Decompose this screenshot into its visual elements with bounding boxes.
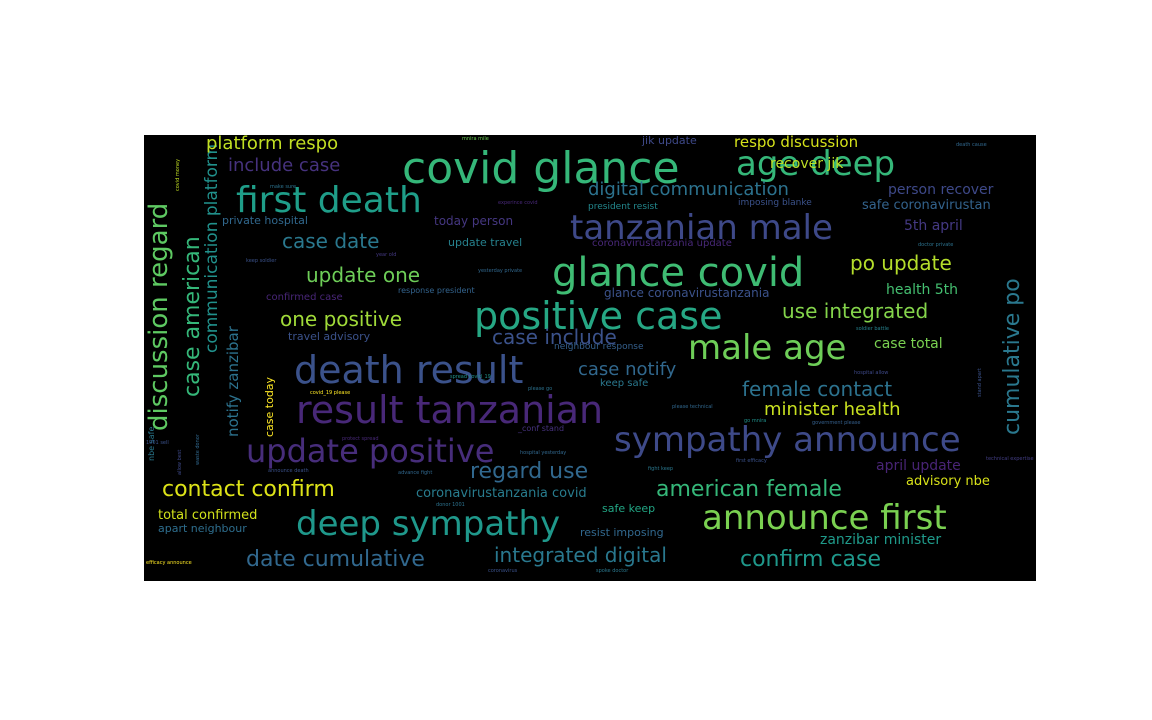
- word: first efficacy: [736, 458, 767, 464]
- word: regard use: [470, 459, 589, 484]
- word: age deep: [736, 144, 896, 184]
- word: apart neighbour: [158, 522, 247, 535]
- word: efficacy announce: [146, 560, 192, 566]
- word: total confirmed: [158, 508, 258, 523]
- word: person recover: [888, 182, 994, 198]
- word: advance fight: [398, 470, 433, 476]
- word: stand apart: [977, 368, 983, 397]
- word: first death: [236, 180, 422, 221]
- word: resist imposing: [580, 526, 664, 539]
- word: integrated digital: [494, 543, 667, 567]
- word: coronavirustanzania update: [592, 238, 732, 249]
- word: announce death: [268, 468, 309, 474]
- word: advisory nbe: [906, 474, 990, 489]
- word: update travel: [448, 236, 523, 249]
- word: tanzanian male: [570, 208, 833, 248]
- word: case today: [263, 376, 276, 437]
- word: 5th april: [904, 218, 963, 234]
- word: 1001 sell: [146, 440, 169, 446]
- word: fight keep: [648, 466, 674, 472]
- word: communication platform: [202, 143, 222, 353]
- word: hospital allow: [854, 370, 889, 376]
- word: female contact: [742, 377, 893, 401]
- word: case date: [282, 229, 380, 253]
- word: digital communication: [588, 179, 789, 200]
- word: waste donor: [195, 434, 201, 465]
- word: spread covid_19: [450, 374, 491, 380]
- word: april update: [876, 458, 961, 474]
- word: go mnira: [744, 418, 767, 424]
- word: zanzibar minister: [820, 532, 942, 548]
- word: please technical: [672, 404, 713, 410]
- word: case american: [180, 236, 205, 397]
- word: confirmed case: [266, 292, 343, 303]
- word: result tanzanian: [296, 388, 604, 432]
- word: allow best: [177, 449, 183, 475]
- word: response president: [398, 286, 475, 295]
- word: mnira mile: [462, 136, 489, 142]
- word: case notify: [578, 359, 677, 380]
- word: discussion regard: [144, 202, 174, 431]
- word: health 5th: [886, 282, 959, 298]
- word: hospital yesterday: [520, 450, 567, 456]
- word: death cause: [956, 142, 987, 148]
- word: protect spread: [342, 436, 379, 442]
- word: glance covid: [552, 250, 805, 296]
- word: platform respo: [206, 135, 339, 154]
- word: experince covid: [498, 200, 538, 206]
- word: contact confirm: [162, 477, 335, 502]
- word: year old: [376, 252, 397, 258]
- word: update one: [306, 263, 421, 287]
- word: donor 1001: [436, 502, 465, 508]
- word: please go: [528, 386, 553, 392]
- word: technical expertise: [986, 456, 1034, 462]
- word: respo discussion: [734, 135, 859, 151]
- word: travel advisory: [288, 330, 371, 343]
- word: coronavirus: [488, 568, 518, 574]
- word: minister health: [764, 399, 901, 420]
- word-cloud: covid glance first death tanzanian male …: [144, 135, 1036, 581]
- word: covid glance: [402, 143, 680, 194]
- word: confirm case: [740, 547, 882, 572]
- word: doctor private: [918, 242, 954, 248]
- word: neighbour response: [554, 342, 644, 352]
- word: include case: [228, 155, 341, 176]
- word: case total: [874, 336, 943, 352]
- word: death result: [294, 348, 524, 392]
- word: covid money: [175, 158, 181, 191]
- word: male age: [688, 328, 847, 368]
- word: use integrated: [782, 299, 929, 323]
- word: recover jik: [770, 156, 844, 172]
- word: notify zanzibar: [224, 326, 242, 437]
- word: today person: [434, 214, 514, 228]
- word: positive case: [474, 294, 723, 338]
- word: sympathy announce: [614, 420, 961, 460]
- word: _conf stand: [518, 424, 565, 433]
- word: imposing blanke: [738, 198, 812, 208]
- word: government please: [812, 420, 861, 426]
- word: po update: [850, 251, 952, 275]
- word: date cumulative: [246, 547, 425, 572]
- word: one positive: [280, 307, 403, 331]
- word: cumulative po: [1000, 278, 1025, 435]
- word: safe keep: [602, 502, 656, 515]
- word: private hospital: [222, 214, 308, 227]
- word: safe coronavirustan: [862, 198, 991, 213]
- word: keep soldier: [246, 258, 277, 264]
- word: coronavirustanzania covid: [416, 486, 587, 501]
- word: announce first: [702, 498, 947, 538]
- word: make sure: [270, 184, 297, 190]
- word: american female: [656, 477, 842, 502]
- word: keep safe: [600, 378, 649, 389]
- word: glance coronavirustanzania: [604, 286, 770, 300]
- word: yesterday private: [478, 268, 523, 274]
- word: deep sympathy: [296, 504, 561, 544]
- word: spoke doctor: [596, 568, 629, 574]
- word: president resist: [588, 202, 658, 212]
- word: case include: [492, 325, 617, 349]
- word: covid_19 please: [310, 390, 351, 396]
- word: soldier battle: [856, 326, 889, 332]
- word: update positive: [246, 432, 495, 470]
- word: jik update: [642, 135, 697, 147]
